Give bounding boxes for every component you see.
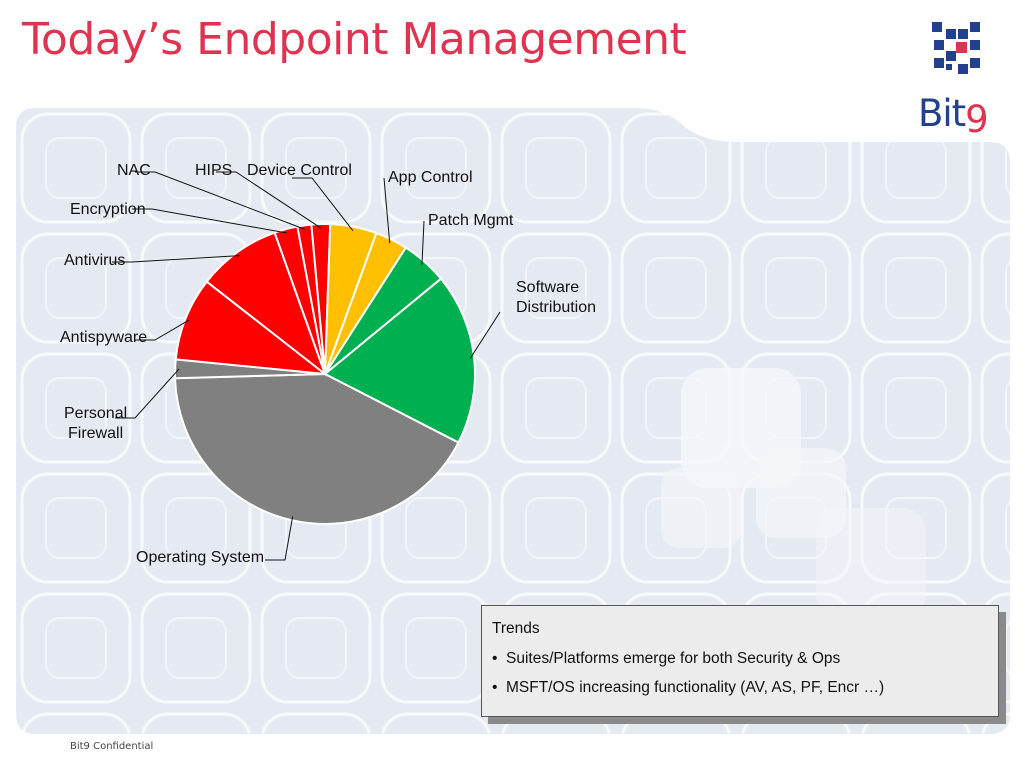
pie-label: App Control bbox=[388, 169, 473, 186]
leader-line bbox=[469, 311, 501, 359]
trends-title: Trends bbox=[492, 620, 540, 637]
leader-line bbox=[292, 177, 354, 231]
leader-line bbox=[421, 220, 425, 265]
leader-line bbox=[216, 171, 322, 229]
pie-slices bbox=[174, 223, 476, 525]
pie-slice-software-distribution bbox=[323, 277, 476, 444]
bit9-logo-wordmark: Bit9 bbox=[918, 92, 989, 141]
pie-slice-device-control bbox=[324, 223, 378, 375]
pie-label: Personal bbox=[64, 405, 127, 422]
pie-label: Device Control bbox=[247, 162, 352, 179]
leader-line bbox=[135, 171, 306, 230]
pie-label: Encryption bbox=[70, 201, 146, 218]
footer-confidential: Bit9 Confidential bbox=[70, 741, 154, 752]
leader-line bbox=[265, 516, 294, 561]
leader-line bbox=[115, 368, 180, 419]
pie-labels: App Control Patch Mgmt Software Distributio… bbox=[60, 162, 596, 566]
bullet-icon: • bbox=[492, 650, 498, 667]
pie-label: Antivirus bbox=[64, 252, 125, 269]
pie-label: Distribution bbox=[516, 299, 596, 316]
pie-slice-antivirus bbox=[205, 231, 328, 377]
pie-leader-lines bbox=[112, 171, 501, 561]
trends-item-text: MSFT/OS increasing functionality (AV, AS… bbox=[506, 679, 885, 696]
pie-label: Software bbox=[516, 279, 579, 296]
trends-box: Trends • Suites/Platforms emerge for both… bbox=[481, 605, 999, 717]
logo-word-main: Bit bbox=[918, 92, 966, 135]
leader-line bbox=[112, 255, 240, 263]
pie-label: HIPS bbox=[195, 162, 232, 179]
pie-slice-antispyware bbox=[174, 280, 329, 376]
pie-label: Patch Mgmt bbox=[428, 212, 514, 229]
leader-line bbox=[383, 177, 391, 244]
trends-item: • Suites/Platforms emerge for both Securi… bbox=[492, 650, 988, 668]
leader-line bbox=[132, 208, 288, 234]
trends-item-text: Suites/Platforms emerge for both Securit… bbox=[506, 650, 841, 667]
slide-title: Today’s Endpoint Management bbox=[22, 14, 687, 65]
leader-line bbox=[135, 319, 190, 341]
pie-label: Firewall bbox=[68, 425, 123, 442]
bullet-icon: • bbox=[492, 679, 498, 696]
pie-label: Antispyware bbox=[60, 329, 147, 346]
trends-item: • MSFT/OS increasing functionality (AV, A… bbox=[492, 679, 988, 697]
bit9-logo-mark bbox=[932, 22, 980, 74]
logo-word-accent: 9 bbox=[965, 98, 989, 141]
pie-label: NAC bbox=[117, 162, 151, 179]
pie-label: Operating System bbox=[136, 549, 264, 566]
bit9-logo: Bit9 bbox=[918, 20, 998, 141]
